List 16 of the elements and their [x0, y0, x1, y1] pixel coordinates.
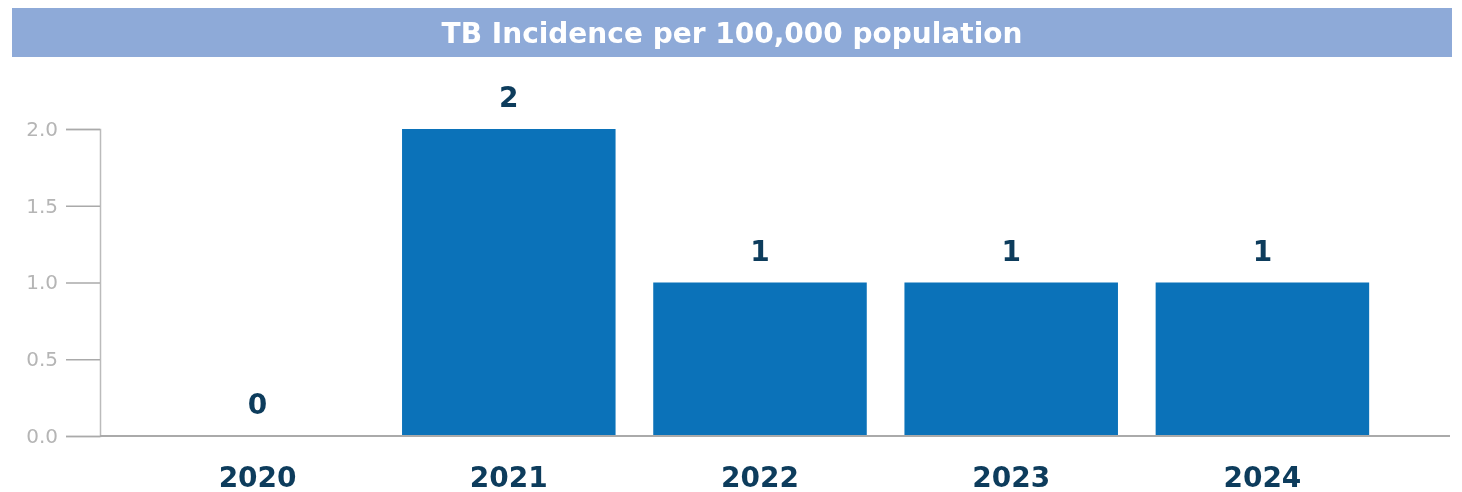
x-tick-label: 2022 [721, 461, 799, 492]
data-label: 1 [1001, 234, 1021, 268]
y-tick-label: 1.5 [26, 193, 58, 218]
x-tick-label: 2020 [218, 461, 297, 492]
y-tick-label: 2.0 [26, 116, 58, 141]
y-tick-label: 0.0 [26, 423, 58, 448]
y-tick-label: 0.5 [26, 347, 58, 372]
x-tick-label: 2021 [469, 461, 548, 492]
y-tick-label: 1.0 [26, 270, 58, 295]
data-label: 2 [499, 81, 519, 114]
data-label: 1 [750, 234, 770, 268]
data-label: 1 [1252, 234, 1273, 268]
data-label: 0 [247, 388, 268, 421]
x-tick-label: 2024 [1223, 461, 1302, 492]
x-tick-label: 2023 [972, 461, 1051, 492]
chart-title: TB Incidence per 100,000 population [441, 17, 1023, 50]
